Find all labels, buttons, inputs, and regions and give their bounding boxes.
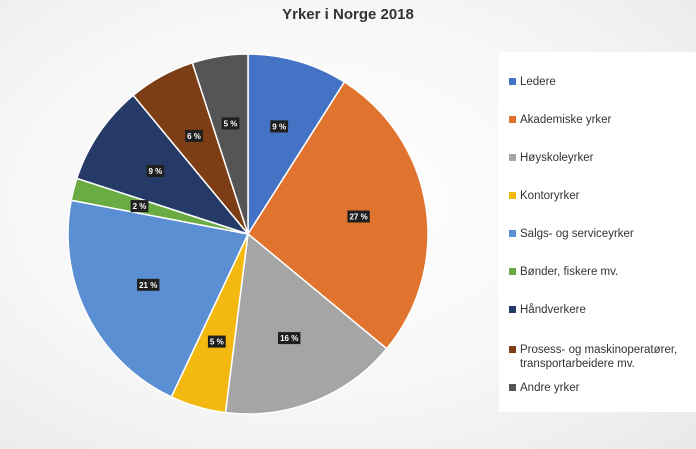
data-label-box: [207, 335, 226, 348]
data-label-text: 5 %: [210, 338, 224, 347]
legend-swatch: [509, 230, 516, 237]
data-label-text: 16 %: [280, 334, 298, 343]
pie-slice-h-yskoleyrker: [224, 232, 388, 415]
data-label-ledere: 9 %: [270, 120, 289, 133]
legend-swatch: [509, 346, 516, 353]
pie-slice-andre-yrker: [191, 53, 249, 235]
data-label-text: 27 %: [349, 213, 367, 222]
pie-slice-salgs-og-serviceyrker: [67, 199, 250, 398]
pie-slice-akademiske-yrker: [247, 80, 429, 350]
data-label-box: [146, 165, 165, 177]
pie-slice-ha-ndverkere: [75, 94, 251, 236]
chart-legend: Ledere Akademiske yrker Høyskoleyrker Konto…: [499, 52, 696, 412]
legend-label: Ledere: [520, 76, 556, 88]
legend-swatch: [509, 192, 516, 199]
legend-label: Bønder, fiskere mv.: [520, 266, 619, 278]
data-label-box: [221, 117, 240, 130]
pie-slice-ledere: [247, 53, 346, 237]
data-label-salgs-og-serviceyrker: 21 %: [137, 278, 160, 291]
data-label-text: 2 %: [133, 202, 147, 211]
chart-title: Yrker i Norge 2018: [282, 6, 414, 23]
data-label-box: [278, 332, 301, 345]
data-label-kontoryrker: 5 %: [207, 335, 226, 348]
data-label-h-yskoleyrker: 16 %: [278, 332, 301, 345]
legend-item-salgs-og-serviceyrker: Salgs- og serviceyrker: [509, 227, 694, 241]
legend-item-andre-yrker: Andre yrker: [509, 381, 694, 395]
data-label-box: [185, 129, 203, 142]
legend-label: Salgs- og serviceyrker: [520, 228, 634, 240]
data-label-box: [347, 210, 370, 223]
legend-item-akademiske-yrker: Akademiske yrker: [509, 113, 694, 127]
legend-swatch: [509, 116, 516, 123]
data-label-text: 9 %: [272, 122, 286, 131]
data-label-box: [270, 120, 289, 133]
legend-item-b-nder-fiskere-mv: Bønder, fiskere mv.: [509, 265, 694, 279]
legend-label: Håndverkere: [520, 304, 586, 316]
legend-label: Høyskoleyrker: [520, 152, 594, 164]
legend-swatch: [509, 78, 516, 85]
data-label-ha-ndverkere: 9 %: [146, 165, 165, 177]
legend-item-ledere: Ledere: [509, 75, 694, 89]
legend-label: Akademiske yrker: [520, 114, 612, 126]
legend-swatch: [509, 384, 516, 391]
legend-item-ha-ndverkere: Håndverkere: [509, 303, 694, 317]
legend-item-prosess-og-maskinoperat-rer-transportarbeidere-mv: Prosess- og maskinoperatører, transporta…: [509, 343, 694, 371]
data-label-text: 5 %: [224, 119, 238, 128]
legend-item-h-yskoleyrker: Høyskoleyrker: [509, 151, 694, 165]
legend-label: Prosess- og maskinoperatører, transporta…: [520, 344, 678, 370]
legend-label: Andre yrker: [520, 382, 580, 394]
data-label-prosess-og-maskinoperat-rer-transportarbeidere-mv: 6 %: [185, 129, 203, 142]
data-label-text: 21 %: [139, 281, 157, 290]
data-label-text: 9 %: [149, 167, 163, 176]
data-label-b-nder-fiskere-mv: 2 %: [130, 200, 149, 213]
legend-swatch: [509, 306, 516, 313]
legend-swatch: [509, 268, 516, 275]
data-label-box: [130, 200, 149, 213]
data-label-andre-yrker: 5 %: [221, 117, 240, 130]
legend-item-kontoryrker: Kontoryrker: [509, 189, 694, 203]
data-label-box: [137, 278, 160, 291]
data-label-text: 6 %: [187, 132, 201, 141]
legend-label: Kontoryrker: [520, 190, 580, 202]
data-label-akademiske-yrker: 27 %: [347, 210, 370, 223]
legend-swatch: [509, 154, 516, 161]
